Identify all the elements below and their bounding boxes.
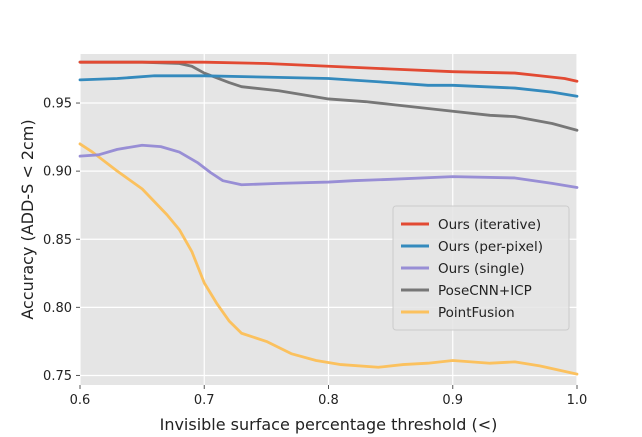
y-axis-label: Accuracy (ADD-S < 2cm) bbox=[18, 119, 37, 319]
y-tick-label: 0.90 bbox=[43, 165, 72, 180]
legend-label: PointFusion bbox=[438, 305, 515, 321]
series-line-ours-iterative bbox=[78, 60, 579, 83]
y-axis-ticks: 0.75 0.80 0.85 0.90 0.95 bbox=[43, 97, 80, 384]
x-axis-label: Invisible surface percentage threshold (… bbox=[160, 415, 498, 434]
legend: Ours (iterative) Ours (per-pixel) Ours (si… bbox=[392, 205, 570, 331]
y-tick-label: 0.85 bbox=[43, 233, 72, 248]
series-line-ours-per-pixel bbox=[78, 74, 579, 98]
series-line-pointfusion bbox=[78, 142, 579, 376]
x-tick-label: 0.8 bbox=[318, 393, 339, 408]
y-tick-label: 0.95 bbox=[43, 97, 72, 112]
legend-box bbox=[392, 205, 570, 331]
series-line-posecnn-icp bbox=[78, 60, 579, 132]
legend-label: PoseCNN+ICP bbox=[438, 283, 532, 299]
x-tick-label: 0.9 bbox=[442, 393, 463, 408]
x-axis-ticks: 0.6 0.7 0.8 0.9 1.0 bbox=[70, 385, 588, 408]
series-lines bbox=[78, 60, 579, 376]
legend-label: Ours (single) bbox=[438, 261, 525, 277]
x-tick-label: 0.6 bbox=[70, 393, 91, 408]
y-tick-label: 0.80 bbox=[43, 301, 72, 316]
series-line-ours-single bbox=[78, 143, 579, 189]
y-tick-label: 0.75 bbox=[43, 369, 72, 384]
legend-label: Ours (iterative) bbox=[438, 217, 541, 233]
legend-label: Ours (per-pixel) bbox=[438, 239, 543, 255]
x-tick-label: 0.7 bbox=[194, 393, 215, 408]
x-tick-label: 1.0 bbox=[567, 393, 588, 408]
